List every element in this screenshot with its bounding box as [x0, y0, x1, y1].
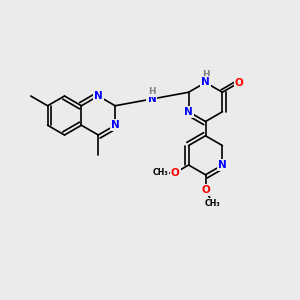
Text: N: N: [201, 77, 210, 88]
Text: O: O: [201, 185, 210, 195]
Text: N: N: [184, 107, 193, 117]
Text: H: H: [202, 70, 209, 80]
Text: O: O: [235, 77, 244, 88]
Text: N: N: [111, 120, 119, 130]
Text: N: N: [218, 160, 227, 170]
Text: O: O: [171, 168, 179, 178]
Text: CH₃: CH₃: [205, 199, 221, 208]
Text: N: N: [148, 94, 156, 104]
Text: CH₃: CH₃: [153, 168, 168, 177]
Text: H: H: [201, 71, 207, 80]
Text: N: N: [201, 77, 210, 88]
Text: N: N: [94, 91, 103, 101]
Text: H: H: [202, 78, 209, 87]
Text: H: H: [147, 88, 154, 97]
Text: H: H: [148, 87, 156, 96]
